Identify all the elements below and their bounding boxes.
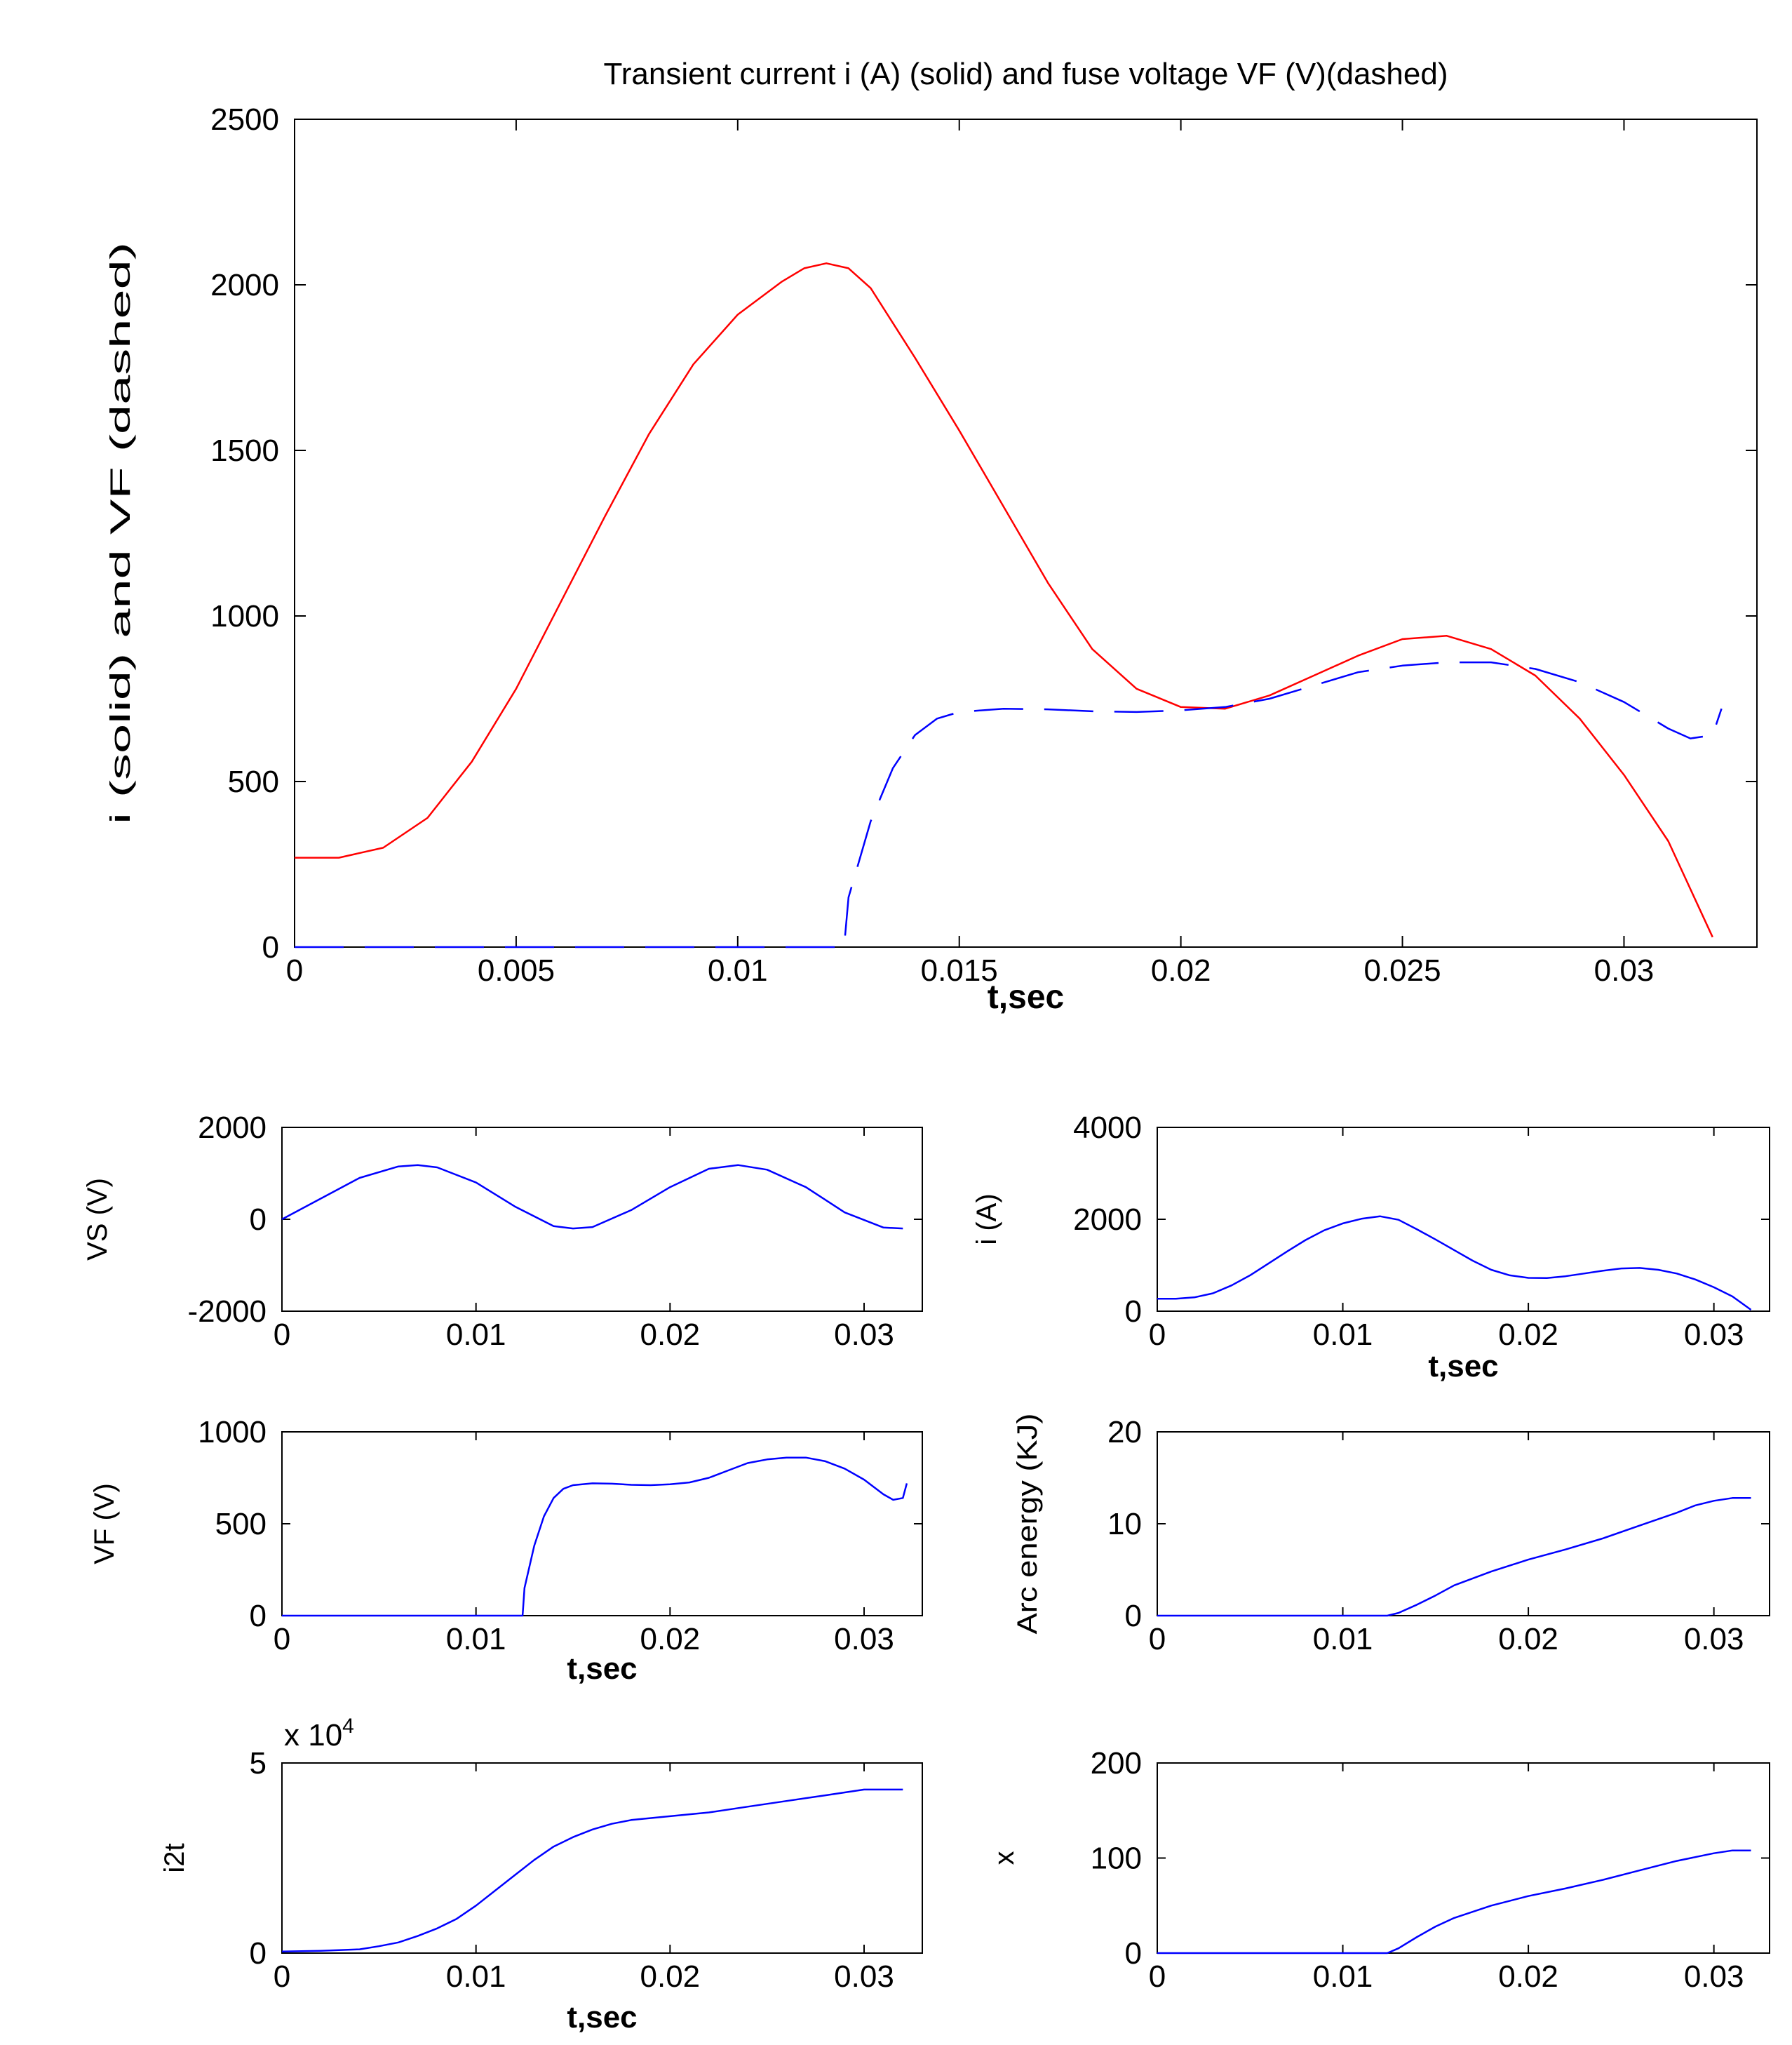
x-tick-label: 0.025 — [1363, 953, 1441, 988]
y-tick-label: 500 — [228, 765, 279, 799]
y-tick-label: 20 — [1107, 1415, 1142, 1449]
y-axis-label: i (A) — [971, 1193, 1002, 1245]
y-axis-label: Arc energy (KJ) — [1012, 1414, 1043, 1635]
y-tick-label: 5 — [250, 1746, 267, 1781]
x-tick-label: 0 — [1149, 1317, 1166, 1352]
chart-x: 0 0.01 0.02 0.03 0 100 200 x — [989, 1746, 1770, 1994]
x-tick-label: 0.03 — [834, 1959, 894, 1994]
x-tick-label: 0.02 — [640, 1959, 701, 1994]
y-tick-label: 0 — [1125, 1294, 1142, 1329]
x-tick-label: 0.01 — [708, 953, 768, 988]
x-tick-label: 0.01 — [446, 1959, 506, 1994]
series-line-vs-vs — [281, 1164, 903, 1230]
x-tick-label: 0.02 — [1151, 953, 1211, 988]
x-tick-label: 0 — [274, 1317, 290, 1352]
axes-box — [281, 1762, 923, 1954]
y-tick-label: 1000 — [198, 1415, 267, 1449]
x-tick-label: 0.01 — [446, 1317, 506, 1352]
chart-i2t: 0 0.01 0.02 0.03 0 5 t,sec i2t x 104 — [159, 1715, 923, 2034]
x-axis-label: t,sec — [567, 1651, 637, 1686]
x-tick-label: 0 — [1149, 1622, 1166, 1656]
y-tick-label: 200 — [1091, 1746, 1142, 1781]
x-tick-label: 0.015 — [921, 953, 998, 988]
x-tick-label: 0.02 — [640, 1622, 701, 1656]
series-line-i-i — [1157, 1215, 1752, 1311]
y-axis-label: x — [989, 1851, 1020, 1865]
x-tick-label: 0.03 — [834, 1622, 894, 1656]
chart-vf: 0 0.01 0.02 0.03 0 500 1000 t,sec VF (V) — [89, 1415, 923, 1686]
x-tick-label: 0 — [274, 1959, 290, 1994]
y-tick-label: 0 — [262, 930, 279, 965]
y-tick-label: 2000 — [210, 268, 279, 302]
x-axis-label: t,sec — [988, 979, 1064, 1016]
series-line-arc-arc-energy — [1157, 1497, 1751, 1617]
x-tick-label: 0 — [274, 1622, 290, 1656]
x-tick-label: 0.03 — [1684, 1622, 1744, 1656]
x-tick-label: 0.03 — [1684, 1317, 1744, 1352]
x-tick-label: 0 — [286, 953, 303, 988]
series-line-i2t-i2t — [281, 1788, 903, 1953]
series-line-vf-vf — [282, 1456, 908, 1617]
axes-box — [294, 119, 1758, 948]
x-tick-label: 0.01 — [446, 1622, 506, 1656]
y-tick-label: 10 — [1107, 1507, 1142, 1541]
x-tick-label: 0.02 — [640, 1317, 701, 1352]
x-tick-label: 0 — [1149, 1959, 1166, 1994]
x-tick-label: 0.01 — [1313, 1622, 1373, 1656]
y-tick-label: 0 — [1125, 1599, 1142, 1633]
exponent-power: 4 — [342, 1715, 354, 1738]
y-axis-label: VS (V) — [82, 1178, 113, 1261]
x-tick-label: 0.02 — [1498, 1959, 1558, 1994]
chart-title: Transient current i (A) (solid) and fuse… — [604, 57, 1448, 91]
y-tick-label: 1000 — [210, 599, 279, 633]
y-tick-label: 500 — [215, 1507, 267, 1541]
y-tick-label: 100 — [1091, 1842, 1142, 1876]
chart-main: 0 0.005 0.01 0.015 0.02 0.025 0.03 0 500 1000 1500… — [105, 57, 1758, 1016]
x-tick-label: 0.01 — [1313, 1317, 1373, 1352]
y-axis-label: i2t — [159, 1843, 190, 1872]
x-tick-label: 0.03 — [1684, 1959, 1744, 1994]
x-tick-label: 0.01 — [1313, 1959, 1373, 1994]
y-tick-label: 4000 — [1073, 1111, 1142, 1145]
exponent-base: x 10 — [284, 1718, 342, 1752]
chart-i: 0 0.01 0.02 0.03 0 2000 4000 t,sec i (A) — [971, 1111, 1770, 1383]
y-axis-label: i (solid) and VF (dashed) — [105, 242, 136, 824]
series-line-main-i — [295, 262, 1713, 938]
y-tick-label: -2000 — [187, 1294, 267, 1329]
x-tick-label: 0.03 — [1594, 953, 1655, 988]
x-tick-label: 0.02 — [1498, 1622, 1558, 1656]
y-tick-label: 2000 — [198, 1111, 267, 1145]
y-tick-label: 0 — [250, 1936, 267, 1971]
x-axis-label: t,sec — [1428, 1349, 1498, 1383]
x-axis-label: t,sec — [567, 2000, 637, 2034]
y-tick-label: 0 — [250, 1599, 267, 1633]
y-tick-label: 0 — [250, 1202, 267, 1237]
x-tick-label: 0.005 — [478, 953, 555, 988]
x-tick-label: 0.02 — [1498, 1317, 1558, 1352]
x-tick-label: 0.03 — [834, 1317, 894, 1352]
y-tick-label: 0 — [1125, 1936, 1142, 1971]
y-tick-label: 2500 — [210, 102, 279, 137]
y-tick-label: 1500 — [210, 434, 279, 468]
series-line-x-x — [1157, 1849, 1751, 1955]
exponent-label: x 104 — [284, 1715, 354, 1752]
series-line-main-vf — [295, 661, 1723, 948]
chart-arc: 0 0.01 0.02 0.03 0 10 20 Arc energy (KJ) — [1012, 1414, 1770, 1656]
y-axis-label: VF (V) — [89, 1483, 120, 1564]
y-tick-label: 2000 — [1073, 1202, 1142, 1237]
